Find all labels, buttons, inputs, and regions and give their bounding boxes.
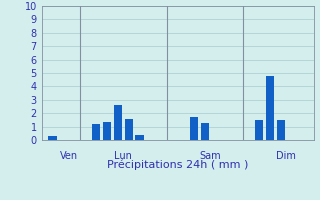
Text: Lun: Lun [114, 151, 132, 161]
Bar [114, 105, 122, 140]
Bar [201, 123, 209, 140]
Text: Sam: Sam [199, 151, 221, 161]
Bar [277, 120, 285, 140]
Text: Dim: Dim [276, 151, 296, 161]
Bar [92, 124, 100, 140]
Bar [48, 136, 57, 140]
Bar [266, 76, 274, 140]
Bar [255, 120, 263, 140]
Bar [124, 119, 133, 140]
Text: Ven: Ven [60, 151, 78, 161]
Bar [103, 122, 111, 140]
X-axis label: Précipitations 24h ( mm ): Précipitations 24h ( mm ) [107, 159, 248, 170]
Bar [190, 117, 198, 140]
Bar [135, 135, 144, 140]
